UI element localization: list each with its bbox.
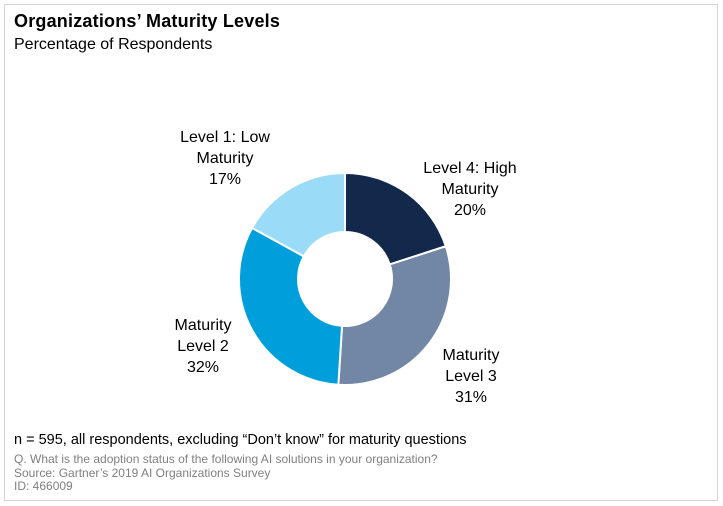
sample-size-note: n = 595, all respondents, excluding “Don… <box>14 432 467 448</box>
segment-label-level4-high-maturity: Level 4: High Maturity 20% <box>423 160 517 219</box>
chart-title: Organizations’ Maturity Levels <box>14 11 281 31</box>
segment-label-maturity-level2: Maturity Level 2 32% <box>174 317 232 376</box>
donut-segment-level-4-high-maturity <box>344 172 447 266</box>
segment-label-level1-low-maturity: Level 1: Low Maturity 17% <box>180 129 270 188</box>
survey-question-note: Q. What is the adoption status of the fo… <box>14 452 438 466</box>
chart-id-note: ID: 466009 <box>14 479 73 493</box>
source-note: Source: Gartner’s 2019 AI Organizations … <box>14 466 271 480</box>
donut-segment-maturity-level-2 <box>238 226 344 386</box>
segment-label-maturity-level3: Maturity Level 3 31% <box>442 347 500 406</box>
page-border-frame <box>4 4 718 501</box>
donut-segment-maturity-level-3 <box>337 245 452 386</box>
chart-subtitle: Percentage of Respondents <box>14 36 213 53</box>
donut-segment-level-1-low-maturity <box>251 172 346 258</box>
